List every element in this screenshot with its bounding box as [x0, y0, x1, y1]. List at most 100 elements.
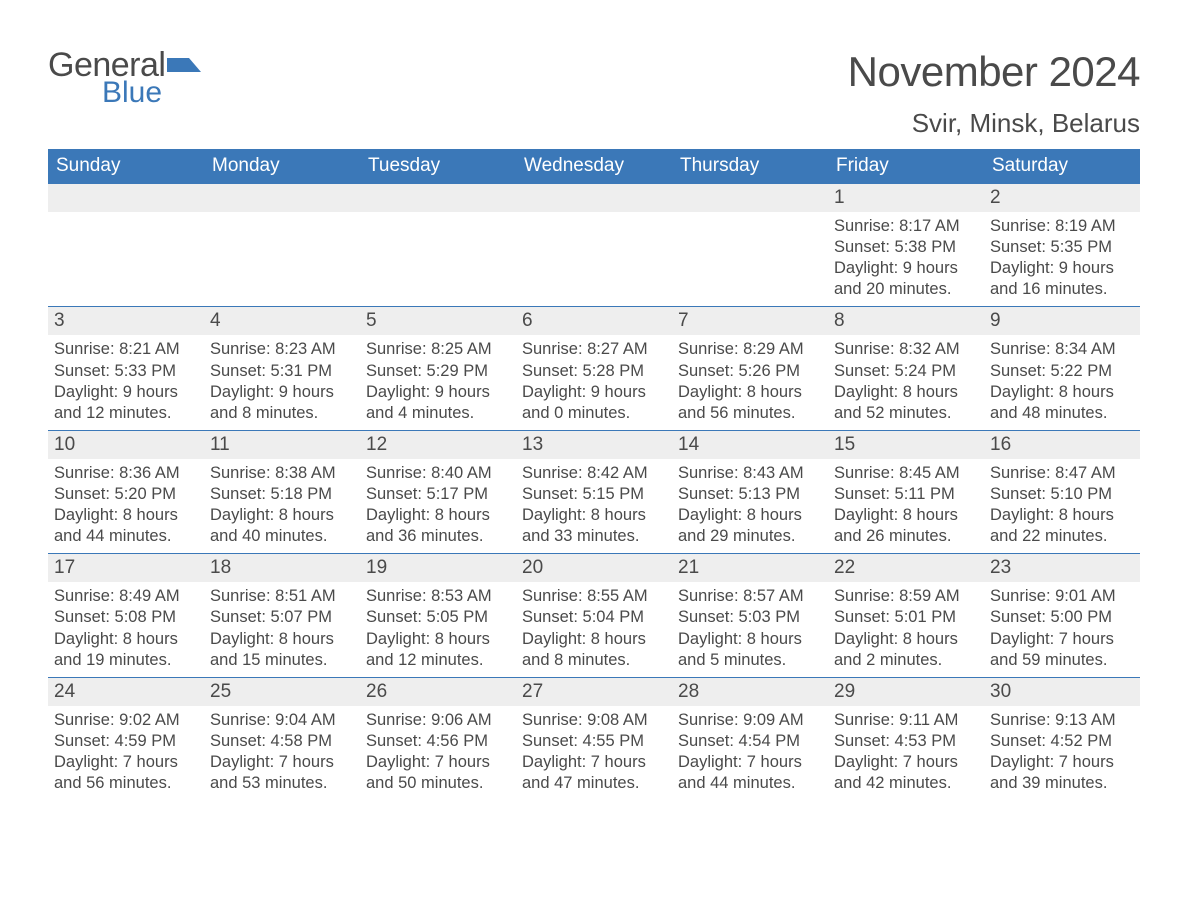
day-body: Sunrise: 8:36 AMSunset: 5:20 PMDaylight:…: [48, 459, 204, 553]
day-body: Sunrise: 9:09 AMSunset: 4:54 PMDaylight:…: [672, 706, 828, 800]
day-body: Sunrise: 9:11 AMSunset: 4:53 PMDaylight:…: [828, 706, 984, 800]
day-cell: 20Sunrise: 8:55 AMSunset: 5:04 PMDayligh…: [516, 554, 672, 676]
sunrise-line: Sunrise: 9:08 AM: [522, 710, 666, 731]
day-body: Sunrise: 8:47 AMSunset: 5:10 PMDaylight:…: [984, 459, 1140, 553]
title-block: November 2024 Svir, Minsk, Belarus: [848, 48, 1140, 139]
sunrise-line: Sunrise: 8:43 AM: [678, 463, 822, 484]
sunset-line: Sunset: 5:07 PM: [210, 607, 354, 628]
weekday-header-saturday: Saturday: [984, 149, 1140, 183]
daylight-line: Daylight: 9 hours and 16 minutes.: [990, 258, 1134, 300]
sunset-line: Sunset: 4:53 PM: [834, 731, 978, 752]
day-cell: 23Sunrise: 9:01 AMSunset: 5:00 PMDayligh…: [984, 554, 1140, 676]
day-body: Sunrise: 8:57 AMSunset: 5:03 PMDaylight:…: [672, 582, 828, 676]
day-body: Sunrise: 8:49 AMSunset: 5:08 PMDaylight:…: [48, 582, 204, 676]
day-cell: 12Sunrise: 8:40 AMSunset: 5:17 PMDayligh…: [360, 431, 516, 553]
sunset-line: Sunset: 5:05 PM: [366, 607, 510, 628]
day-cell: 16Sunrise: 8:47 AMSunset: 5:10 PMDayligh…: [984, 431, 1140, 553]
day-cell: [48, 184, 204, 306]
sunset-line: Sunset: 4:54 PM: [678, 731, 822, 752]
sunset-line: Sunset: 5:15 PM: [522, 484, 666, 505]
sunset-line: Sunset: 5:24 PM: [834, 361, 978, 382]
sunset-line: Sunset: 5:13 PM: [678, 484, 822, 505]
daylight-line: Daylight: 9 hours and 12 minutes.: [54, 382, 198, 424]
day-number: 15: [828, 431, 984, 459]
daylight-line: Daylight: 9 hours and 8 minutes.: [210, 382, 354, 424]
daylight-line: Daylight: 7 hours and 47 minutes.: [522, 752, 666, 794]
sunrise-line: Sunrise: 8:38 AM: [210, 463, 354, 484]
day-body: Sunrise: 8:19 AMSunset: 5:35 PMDaylight:…: [984, 212, 1140, 306]
day-body: Sunrise: 8:29 AMSunset: 5:26 PMDaylight:…: [672, 335, 828, 429]
weekday-header-tuesday: Tuesday: [360, 149, 516, 183]
day-cell: 2Sunrise: 8:19 AMSunset: 5:35 PMDaylight…: [984, 184, 1140, 306]
daylight-line: Daylight: 7 hours and 44 minutes.: [678, 752, 822, 794]
daylight-line: Daylight: 8 hours and 2 minutes.: [834, 629, 978, 671]
day-body: Sunrise: 8:40 AMSunset: 5:17 PMDaylight:…: [360, 459, 516, 553]
day-cell: 18Sunrise: 8:51 AMSunset: 5:07 PMDayligh…: [204, 554, 360, 676]
day-number: 16: [984, 431, 1140, 459]
day-number: 12: [360, 431, 516, 459]
logo-text: General Blue: [48, 48, 165, 108]
day-body: [48, 212, 204, 222]
weekday-header-sunday: Sunday: [48, 149, 204, 183]
logo: General Blue: [48, 48, 205, 108]
day-number: 23: [984, 554, 1140, 582]
sunrise-line: Sunrise: 8:25 AM: [366, 339, 510, 360]
sunrise-line: Sunrise: 8:45 AM: [834, 463, 978, 484]
day-body: Sunrise: 8:25 AMSunset: 5:29 PMDaylight:…: [360, 335, 516, 429]
day-cell: 7Sunrise: 8:29 AMSunset: 5:26 PMDaylight…: [672, 307, 828, 429]
sunrise-line: Sunrise: 8:57 AM: [678, 586, 822, 607]
day-number: 3: [48, 307, 204, 335]
sunrise-line: Sunrise: 9:06 AM: [366, 710, 510, 731]
day-number: 30: [984, 678, 1140, 706]
day-cell: 10Sunrise: 8:36 AMSunset: 5:20 PMDayligh…: [48, 431, 204, 553]
day-number: 17: [48, 554, 204, 582]
day-cell: 11Sunrise: 8:38 AMSunset: 5:18 PMDayligh…: [204, 431, 360, 553]
day-number: 8: [828, 307, 984, 335]
daylight-line: Daylight: 8 hours and 29 minutes.: [678, 505, 822, 547]
day-number: [360, 184, 516, 212]
day-cell: 4Sunrise: 8:23 AMSunset: 5:31 PMDaylight…: [204, 307, 360, 429]
sunrise-line: Sunrise: 9:09 AM: [678, 710, 822, 731]
day-cell: 1Sunrise: 8:17 AMSunset: 5:38 PMDaylight…: [828, 184, 984, 306]
sunset-line: Sunset: 5:17 PM: [366, 484, 510, 505]
weekday-header-wednesday: Wednesday: [516, 149, 672, 183]
day-number: 1: [828, 184, 984, 212]
day-number: 28: [672, 678, 828, 706]
day-number: 27: [516, 678, 672, 706]
calendar-body: 1Sunrise: 8:17 AMSunset: 5:38 PMDaylight…: [48, 183, 1140, 800]
sunset-line: Sunset: 4:56 PM: [366, 731, 510, 752]
day-body: [516, 212, 672, 222]
sunset-line: Sunset: 5:20 PM: [54, 484, 198, 505]
daylight-line: Daylight: 9 hours and 0 minutes.: [522, 382, 666, 424]
sunrise-line: Sunrise: 8:51 AM: [210, 586, 354, 607]
daylight-line: Daylight: 7 hours and 50 minutes.: [366, 752, 510, 794]
sunrise-line: Sunrise: 8:40 AM: [366, 463, 510, 484]
day-number: 26: [360, 678, 516, 706]
day-cell: 17Sunrise: 8:49 AMSunset: 5:08 PMDayligh…: [48, 554, 204, 676]
day-number: 2: [984, 184, 1140, 212]
sunset-line: Sunset: 4:58 PM: [210, 731, 354, 752]
location: Svir, Minsk, Belarus: [848, 108, 1140, 139]
day-number: 4: [204, 307, 360, 335]
day-body: Sunrise: 8:34 AMSunset: 5:22 PMDaylight:…: [984, 335, 1140, 429]
day-body: Sunrise: 9:01 AMSunset: 5:00 PMDaylight:…: [984, 582, 1140, 676]
daylight-line: Daylight: 8 hours and 15 minutes.: [210, 629, 354, 671]
logo-flag-icon: [167, 54, 205, 87]
sunset-line: Sunset: 5:01 PM: [834, 607, 978, 628]
sunset-line: Sunset: 5:10 PM: [990, 484, 1134, 505]
day-number: [672, 184, 828, 212]
day-body: Sunrise: 8:23 AMSunset: 5:31 PMDaylight:…: [204, 335, 360, 429]
day-body: Sunrise: 9:06 AMSunset: 4:56 PMDaylight:…: [360, 706, 516, 800]
daylight-line: Daylight: 8 hours and 40 minutes.: [210, 505, 354, 547]
day-number: 20: [516, 554, 672, 582]
daylight-line: Daylight: 8 hours and 44 minutes.: [54, 505, 198, 547]
day-body: [204, 212, 360, 222]
day-cell: 22Sunrise: 8:59 AMSunset: 5:01 PMDayligh…: [828, 554, 984, 676]
day-cell: 21Sunrise: 8:57 AMSunset: 5:03 PMDayligh…: [672, 554, 828, 676]
day-cell: 26Sunrise: 9:06 AMSunset: 4:56 PMDayligh…: [360, 678, 516, 800]
daylight-line: Daylight: 9 hours and 4 minutes.: [366, 382, 510, 424]
sunset-line: Sunset: 5:04 PM: [522, 607, 666, 628]
day-body: Sunrise: 8:27 AMSunset: 5:28 PMDaylight:…: [516, 335, 672, 429]
daylight-line: Daylight: 7 hours and 59 minutes.: [990, 629, 1134, 671]
day-cell: 9Sunrise: 8:34 AMSunset: 5:22 PMDaylight…: [984, 307, 1140, 429]
